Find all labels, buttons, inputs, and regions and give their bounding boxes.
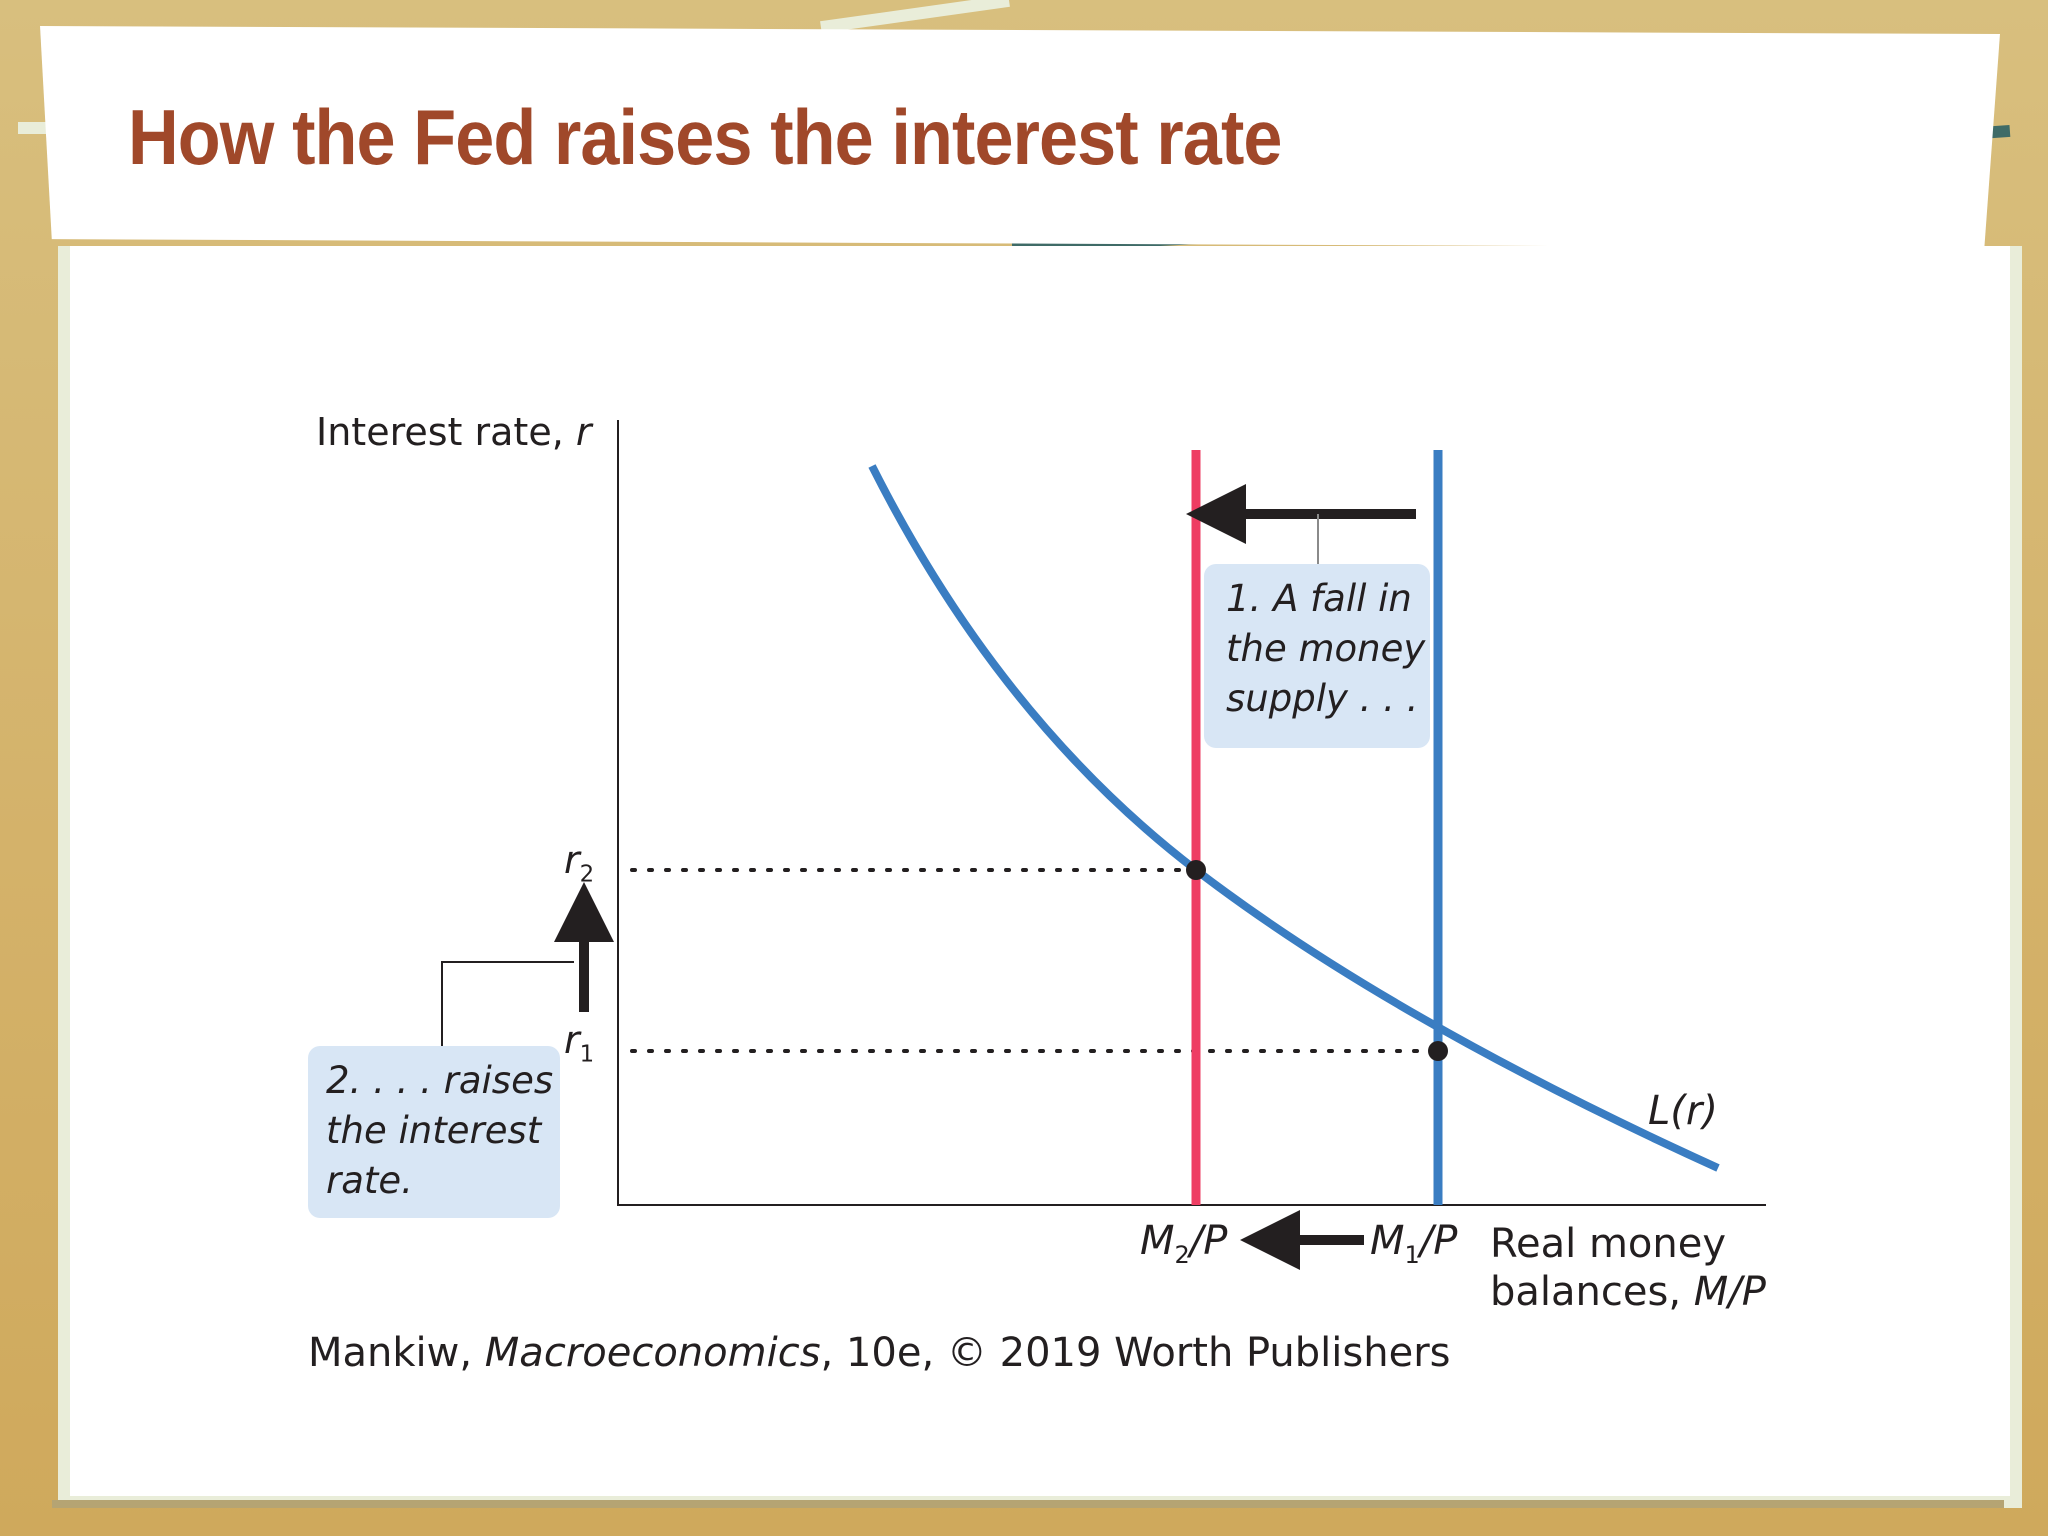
title-banner bbox=[40, 26, 2000, 248]
x-axis-label-line2: balances, M/P bbox=[1490, 1269, 1766, 1315]
y-axis-label: Interest rate, r bbox=[316, 410, 592, 454]
caption2-line: the interest bbox=[326, 1109, 542, 1152]
caption1-line: 1. A fall in bbox=[1226, 577, 1412, 620]
r2-label: r2 bbox=[564, 838, 595, 888]
x-axis-label: Real money balances, M/P bbox=[1490, 1221, 1766, 1315]
caption-money-supply-fall: 1. A fall in the money supply . . . bbox=[1204, 564, 1430, 748]
equilibrium-point-new bbox=[1186, 860, 1206, 880]
equilibrium-point-old bbox=[1428, 1041, 1448, 1061]
panel-shadow bbox=[52, 1500, 2004, 1508]
caption1-line: the money bbox=[1226, 627, 1426, 670]
slide-title: How the Fed raises the interest rate bbox=[128, 93, 1282, 181]
caption2-leader-line bbox=[441, 961, 574, 1048]
m1-label: M1/P bbox=[1370, 1218, 1458, 1269]
r1-label: r1 bbox=[564, 1018, 595, 1068]
caption2-line: rate. bbox=[326, 1159, 413, 1202]
caption1-line: supply . . . bbox=[1226, 677, 1419, 720]
caption2-line: 2. . . . raises bbox=[326, 1059, 554, 1102]
m2-label: M2/P bbox=[1140, 1218, 1228, 1269]
caption-raises-interest-rate: 2. . . . raises the interest rate. bbox=[308, 1046, 560, 1218]
demand-curve-label: L(r) bbox=[1648, 1088, 1718, 1134]
source-credit: Mankiw, Macroeconomics, 10e, © 2019 Wort… bbox=[308, 1330, 1451, 1376]
